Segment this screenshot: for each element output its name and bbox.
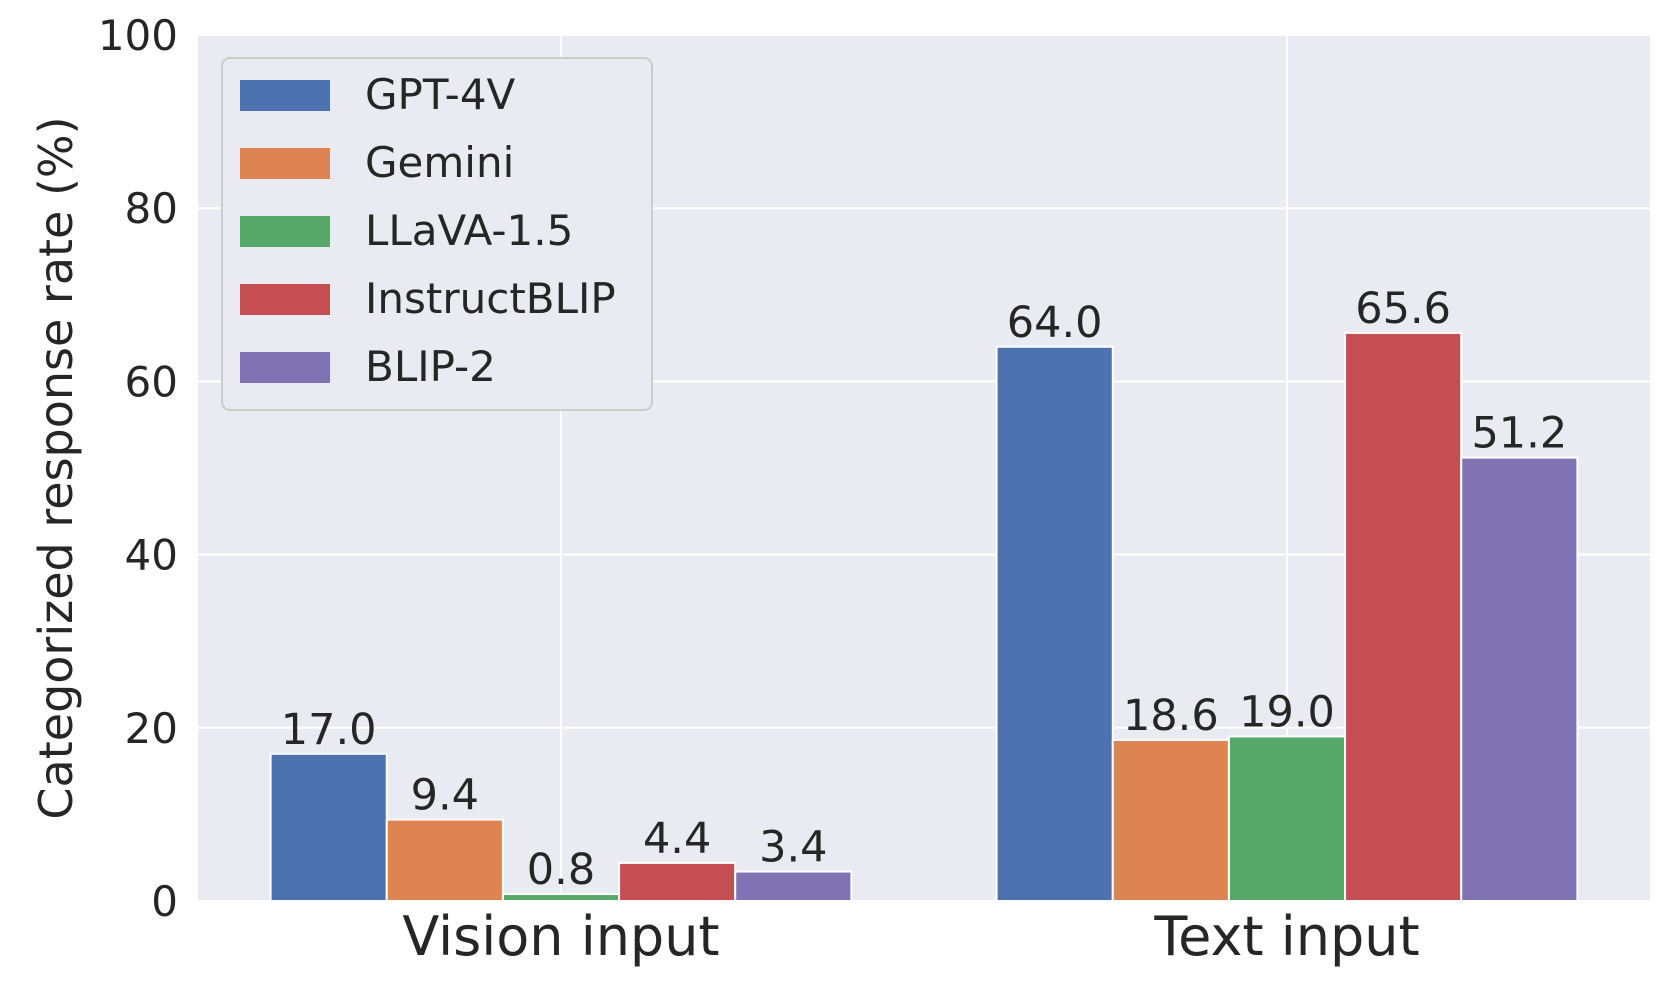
bar-gemini-1 [1111,738,1230,903]
bar-label-llava-1-5-1: 19.0 [1239,687,1335,737]
y-tick-label-2: 40 [125,531,178,580]
bar-blip-2-1 [1460,456,1579,902]
legend-label-2: LLaVA-1.5 [365,206,573,255]
legend-label-3: InstructBLIP [365,274,616,323]
bar-instructblip-1 [1344,331,1463,902]
bar-label-blip-2-1: 51.2 [1471,409,1567,459]
legend-box [221,57,653,411]
legend-label-0: GPT-4V [365,70,516,119]
bar-gpt-4v-1 [995,345,1114,902]
legend-swatch-0 [240,80,330,111]
legend-swatch-4 [240,352,330,383]
bar-label-gemini-1: 18.6 [1123,691,1219,741]
y-axis-ticks: 0 20 40 60 80 100 [98,11,178,926]
bar-label-instructblip-1: 65.6 [1355,284,1451,334]
y-tick-label-3: 60 [125,357,178,406]
y-axis-label: Categorized response rate (%) [29,116,83,819]
y-tick-label-0: 0 [151,877,178,926]
bars [269,331,1579,903]
y-tick-label-4: 80 [125,184,178,233]
bar-label-blip-2-0: 3.4 [759,823,827,873]
x-category-label-0: Vision input [402,905,719,968]
legend-swatch-2 [240,216,330,247]
bar-instructblip-0 [618,861,737,902]
legend: GPT-4V Gemini LLaVA-1.5 InstructBLIP BLIP-2 [221,57,653,411]
bar-gemini-0 [385,818,504,903]
x-axis-categories: Vision input Text input [402,905,1419,968]
bar-llava-1-5-1 [1227,735,1347,903]
legend-swatch-3 [240,284,330,315]
bar-label-instructblip-0: 4.4 [643,814,711,864]
bar-label-llava-1-5-0: 0.8 [527,845,595,895]
legend-swatch-1 [240,148,330,179]
legend-label-4: BLIP-2 [365,342,496,391]
y-tick-label-1: 20 [125,704,178,753]
bar-label-gpt-4v-0: 17.0 [281,705,377,755]
x-category-label-1: Text input [1153,905,1419,968]
bar-value-labels: 17.0 64.0 9.4 18.6 0.8 19.0 4.4 65.6 3.4 51.2 [281,284,1567,895]
bar-llava-1-5-0 [501,893,621,903]
bar-label-gpt-4v-1: 64.0 [1007,298,1103,348]
y-tick-label-5: 100 [98,11,178,60]
bar-label-gemini-0: 9.4 [411,771,479,821]
bar-gpt-4v-0 [269,752,388,903]
legend-label-1: Gemini [365,138,514,187]
bar-blip-2-0 [734,870,853,903]
